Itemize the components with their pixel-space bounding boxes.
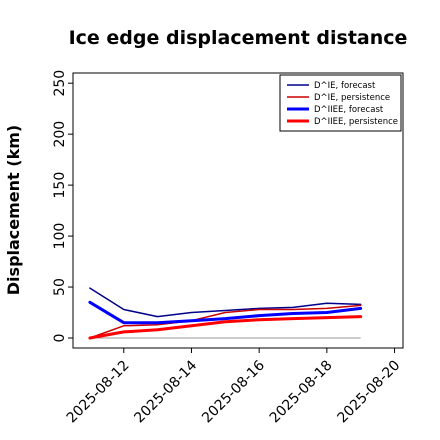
x-tick-label: 2025-08-14 (131, 357, 200, 426)
series-line-0 (89, 287, 362, 318)
y-tick-label: 200 (52, 121, 68, 148)
y-tick-label: 150 (52, 172, 68, 199)
legend-label-2: D^IIEE, forecast (314, 105, 384, 115)
series-layer (88, 287, 363, 340)
series-line-3 (88, 315, 363, 340)
y-tick-label: 50 (52, 278, 68, 296)
y-tick-label: 100 (52, 223, 68, 250)
x-tick-label: 2025-08-20 (335, 358, 404, 427)
y-axis-label: Displacement (km) (4, 125, 23, 295)
x-tick-label: 2025-08-18 (267, 358, 336, 427)
legend: D^IE, forecast D^IE, persistence D^IIEE, f… (279, 74, 402, 132)
x-axis: 2025-08-122025-08-142025-08-162025-08-18… (64, 348, 404, 427)
plot-frame (72, 72, 404, 349)
y-tick-label: 250 (52, 70, 68, 97)
chart-title: Ice edge displacement distance (69, 27, 408, 49)
y-tick-label: 0 (52, 334, 68, 343)
legend-label-3: D^IIEE, persistence (314, 117, 398, 127)
x-tick-label: 2025-08-16 (199, 357, 268, 426)
legend-label-0: D^IE, forecast (314, 81, 376, 91)
series-line-1 (89, 304, 362, 339)
x-tick-label: 2025-08-12 (64, 358, 133, 427)
legend-label-1: D^IE, persistence (314, 93, 390, 103)
series-line-2 (88, 300, 363, 325)
y-axis: 0 50 100 150 200 250 (52, 70, 73, 343)
